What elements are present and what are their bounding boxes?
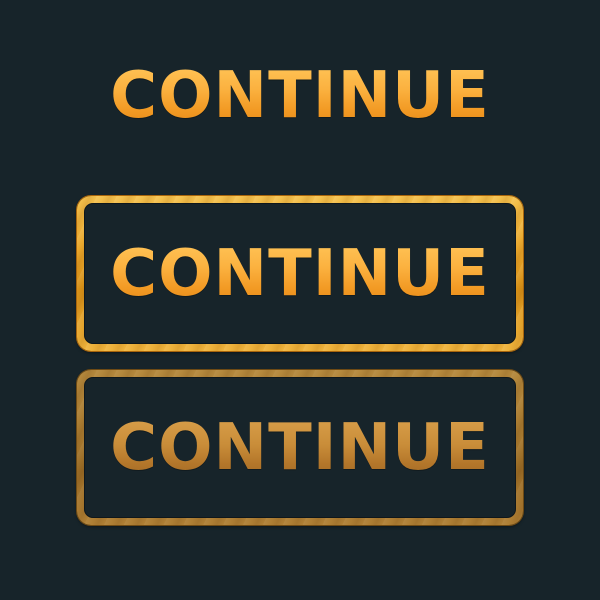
continue-button-disabled-face: CONTINUE [84, 377, 516, 518]
continue-button-disabled-label: CONTINUE [110, 410, 490, 485]
continue-button-label: CONTINUE [110, 236, 490, 311]
continue-button[interactable]: CONTINUE [77, 196, 523, 351]
continue-title-text: CONTINUE [0, 64, 600, 128]
continue-button-disabled[interactable]: CONTINUE [77, 370, 523, 525]
continue-button-face: CONTINUE [84, 203, 516, 344]
